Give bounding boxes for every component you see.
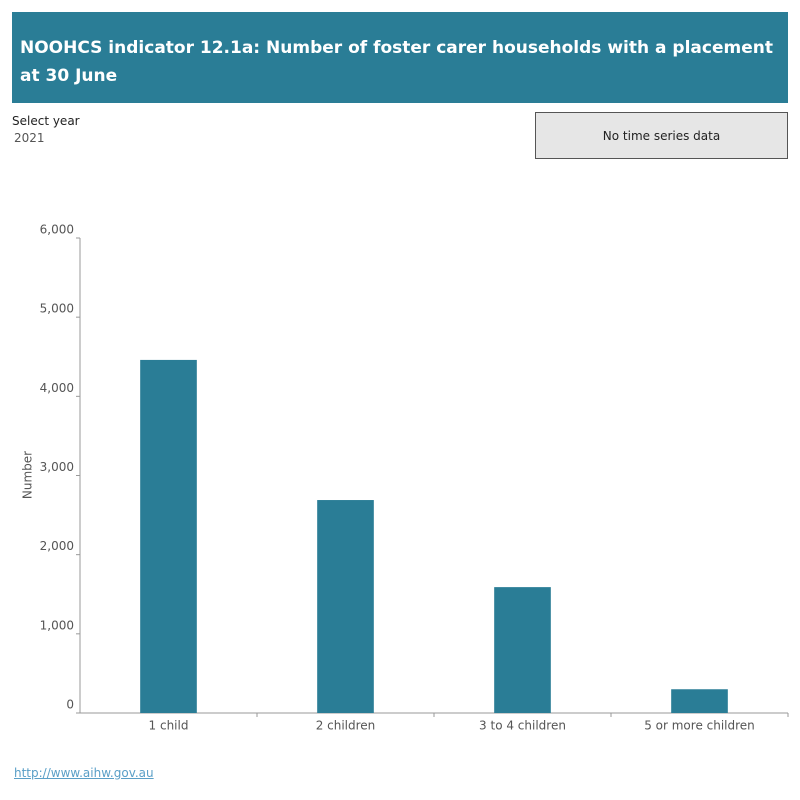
x-tick-label: 1 child xyxy=(149,719,189,733)
bar xyxy=(494,587,551,713)
bar xyxy=(671,689,728,713)
x-tick-label: 5 or more children xyxy=(644,719,755,733)
y-tick-label: 4,000 xyxy=(40,381,74,395)
y-tick-label: 0 xyxy=(66,698,74,712)
header-title: NOOHCS indicator 12.1a: Number of foster… xyxy=(12,12,788,103)
y-axis-label: Number xyxy=(21,451,35,499)
x-tick-label: 3 to 4 children xyxy=(479,719,566,733)
footer-link[interactable]: http://www.aihw.gov.au xyxy=(14,766,154,780)
y-tick-label: 3,000 xyxy=(40,460,74,474)
y-tick-label: 1,000 xyxy=(40,618,74,632)
chart: Number 0 1,000 2,000 3,000 4,000 5,000 6,000 1 … xyxy=(21,223,789,733)
x-tick-label: 2 children xyxy=(316,719,376,733)
y-tick-label: 2,000 xyxy=(40,539,74,553)
y-tick-label: 6,000 xyxy=(40,223,74,237)
bar xyxy=(317,500,374,713)
y-tick-label: 5,000 xyxy=(40,302,74,316)
bar xyxy=(140,359,197,713)
time-series-button[interactable]: No time series data xyxy=(535,112,788,159)
filter-label: Select year xyxy=(12,114,80,128)
filter-value[interactable]: 2021 xyxy=(14,131,45,145)
